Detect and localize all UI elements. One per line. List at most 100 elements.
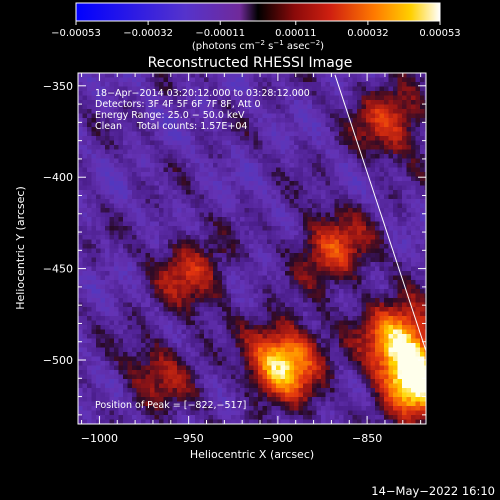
heatmap-cell [78,329,83,335]
heatmap-cell [339,253,344,258]
heatmap-cell [312,230,317,236]
heatmap-cell [325,226,331,231]
heatmap-cell [298,95,304,101]
heatmap-cell [388,122,394,128]
heatmap-cell [321,316,326,321]
heatmap-cell [195,221,200,227]
heatmap-cell [312,122,317,128]
heatmap-cell [406,266,412,272]
heatmap-cell [172,338,178,344]
heatmap-cell [312,325,317,330]
heatmap-cell [339,113,344,119]
heatmap-cell [172,113,178,119]
heatmap-cell [181,289,187,294]
heatmap-cell [154,104,160,110]
heatmap-cell [253,262,259,267]
heatmap-cell [397,284,403,290]
heatmap-cell [150,208,155,213]
heatmap-cell [334,73,340,78]
heatmap-cell [199,352,205,357]
heatmap-cell [249,163,254,168]
heatmap-cell [127,212,133,218]
heatmap-cell [82,104,88,110]
heatmap-cell [375,307,380,312]
heatmap-cell [195,244,200,249]
heatmap-cell [397,266,403,272]
heatmap-cell [280,217,286,222]
heatmap-cell [186,343,191,348]
heatmap-cell [393,118,398,123]
heatmap-cell [195,284,200,290]
heatmap-cell [339,167,344,173]
heatmap-cell [132,181,137,186]
heatmap-cell [280,262,286,267]
heatmap-cell [334,235,340,240]
heatmap-cell [397,347,403,353]
heatmap-cell [136,131,142,137]
heatmap-cell [163,343,169,348]
heatmap-cell [411,253,416,258]
heatmap-cell [388,86,394,92]
heatmap-cell [361,307,367,312]
heatmap-cell [370,158,376,164]
heatmap-cell [271,140,277,146]
heatmap-cell [177,122,182,128]
heatmap-cell [199,167,205,173]
heatmap-cell [352,82,358,87]
heatmap-cell [145,109,151,114]
heatmap-cell [298,329,304,335]
heatmap-cell [127,91,133,96]
heatmap-cell [334,248,340,254]
heatmap-cell [96,221,101,227]
heatmap-cell [415,338,421,344]
heatmap-cell [307,136,313,141]
heatmap-cell [289,163,295,168]
heatmap-cell [159,284,164,290]
heatmap-cell [213,140,218,146]
heatmap-cell [213,104,218,110]
heatmap-cell [118,284,124,290]
heatmap-cell [406,176,412,182]
heatmap-cell [294,289,299,294]
heatmap-cell [298,149,304,155]
heatmap-cell [406,316,412,321]
heatmap-cell [105,298,110,303]
heatmap-cell [253,118,259,123]
heatmap-cell [87,289,92,294]
heatmap-cell [132,221,137,227]
heatmap-cell [82,109,88,114]
heatmap-cell [132,109,137,114]
heatmap-cell [105,325,110,330]
heatmap-cell [100,311,106,317]
heatmap-cell [379,203,385,209]
heatmap-cell [294,172,299,177]
heatmap-cell [100,284,106,290]
heatmap-cell [159,293,164,299]
heatmap-cell [312,253,317,258]
heatmap-cell [190,230,196,236]
heatmap-cell [411,235,416,240]
heatmap-cell [226,226,232,231]
heatmap-cell [105,257,110,263]
heatmap-cell [253,185,259,191]
heatmap-cell [379,163,385,168]
heatmap-cell [258,113,263,119]
heatmap-cell [181,136,187,141]
heatmap-cell [285,136,290,141]
heatmap-cell [253,302,259,308]
heatmap-cell [325,73,331,78]
heatmap-cell [258,320,263,326]
heatmap-cell [339,194,344,200]
heatmap-cell [168,352,173,357]
heatmap-cell [379,154,385,159]
heatmap-cell [82,338,88,344]
heatmap-cell [82,302,88,308]
heatmap-cell [258,293,263,299]
heatmap-cell [294,329,299,335]
heatmap-cell [96,73,101,78]
heatmap-cell [357,91,362,96]
heatmap-cell [109,275,115,281]
heatmap-cell [127,167,133,173]
heatmap-cell [339,136,344,141]
heatmap-cell [208,275,214,281]
